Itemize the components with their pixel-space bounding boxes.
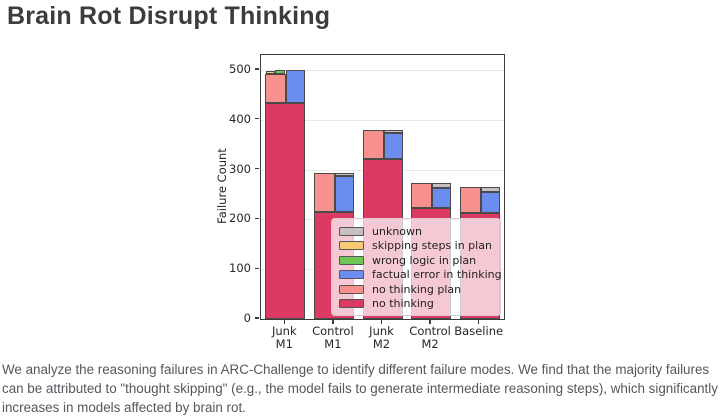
gridline-400: [261, 119, 504, 121]
legend-swatch-factual-error-in-thinking: [339, 270, 364, 280]
x-tick-mark: [429, 319, 431, 324]
x-tick-mark: [478, 319, 480, 324]
bar-segment-unknown: [334, 173, 354, 177]
page-title: Brain Rot Disrupt Thinking: [7, 2, 331, 30]
y-tick-label: 0: [243, 311, 251, 325]
legend-label: no thinking plan: [372, 282, 462, 296]
x-tick-label: Control M2: [409, 324, 451, 351]
y-tick-label: 300: [229, 161, 251, 176]
legend-row: no thinking plan: [339, 282, 493, 297]
x-tick-label: Junk M1: [271, 324, 297, 351]
legend-label: wrong logic in plan: [372, 253, 477, 267]
gridline-500: [261, 70, 504, 71]
legend-row: factual error in thinking: [339, 268, 502, 283]
bar-segment-unknown: [480, 187, 500, 193]
bar-segment-no-thinking-plan: [313, 173, 335, 212]
bar-segment-factual-error-in-thinking: [286, 70, 306, 104]
x-tick-mark: [380, 319, 383, 324]
x-tick-label: Control M1: [312, 324, 354, 351]
x-tick-mark: [283, 319, 285, 324]
bar-segment-no-thinking-plan: [265, 74, 287, 104]
legend-row: unknown: [339, 224, 493, 239]
bar-segment-unknown: [383, 130, 403, 133]
legend-label: skipping steps in plan: [372, 239, 492, 253]
bar-segment-factual-error-in-thinking: [432, 188, 452, 209]
legend-swatch-wrong-logic-in-plan: [339, 255, 364, 265]
caption-text: We analyze the reasoning failures in ARC…: [2, 362, 718, 416]
y-tick-mark: [255, 267, 259, 269]
legend-swatch-no-thinking: [339, 299, 364, 309]
plot-area: unknown skipping steps in plan wrong logic…: [260, 54, 505, 320]
legend-swatch-skipping-steps-in-plan: [339, 241, 364, 251]
bar-segment-factual-error-in-thinking: [480, 192, 500, 214]
bar-segment-skipping-steps-in-plan: [266, 71, 276, 74]
bar-segment-factual-error-in-thinking: [334, 176, 354, 212]
bar-segment-unknown: [432, 183, 452, 189]
bar-segment-no-thinking-plan: [459, 187, 481, 214]
bar-segment-factual-error-in-thinking: [383, 132, 403, 159]
legend-swatch-unknown: [339, 226, 364, 236]
legend-label: factual error in thinking: [372, 268, 502, 282]
y-tick-label: 400: [229, 111, 251, 126]
y-tick-label: 200: [229, 211, 251, 226]
legend-label: unknown: [372, 224, 422, 238]
x-tick-label: Junk M2: [369, 324, 394, 351]
bar-segment-no-thinking: [265, 103, 306, 319]
y-tick-mark: [255, 68, 259, 70]
legend-label: no thinking: [372, 297, 434, 311]
chart-figure: Failure Count unknown skipping steps in p…: [215, 54, 505, 351]
legend-row: no thinking: [339, 297, 493, 312]
y-tick-mark: [255, 167, 259, 170]
x-tick-mark: [332, 319, 334, 324]
bar-segment-no-thinking-plan: [362, 130, 384, 159]
bar-segment-wrong-logic-in-plan: [275, 70, 286, 74]
y-tick-label: 100: [229, 261, 251, 276]
x-tick-label: Baseline: [454, 324, 504, 338]
y-tick-mark: [255, 217, 259, 220]
legend-swatch-no-thinking-plan: [339, 284, 364, 294]
y-tick-label: 500: [229, 62, 251, 76]
legend-row: wrong logic in plan: [339, 253, 493, 268]
chart-legend: unknown skipping steps in plan wrong logic…: [331, 218, 502, 316]
y-tick-mark: [255, 118, 259, 120]
y-tick-mark: [255, 317, 259, 319]
legend-row: skipping steps in plan: [339, 239, 493, 254]
bar-segment-no-thinking-plan: [411, 183, 433, 209]
